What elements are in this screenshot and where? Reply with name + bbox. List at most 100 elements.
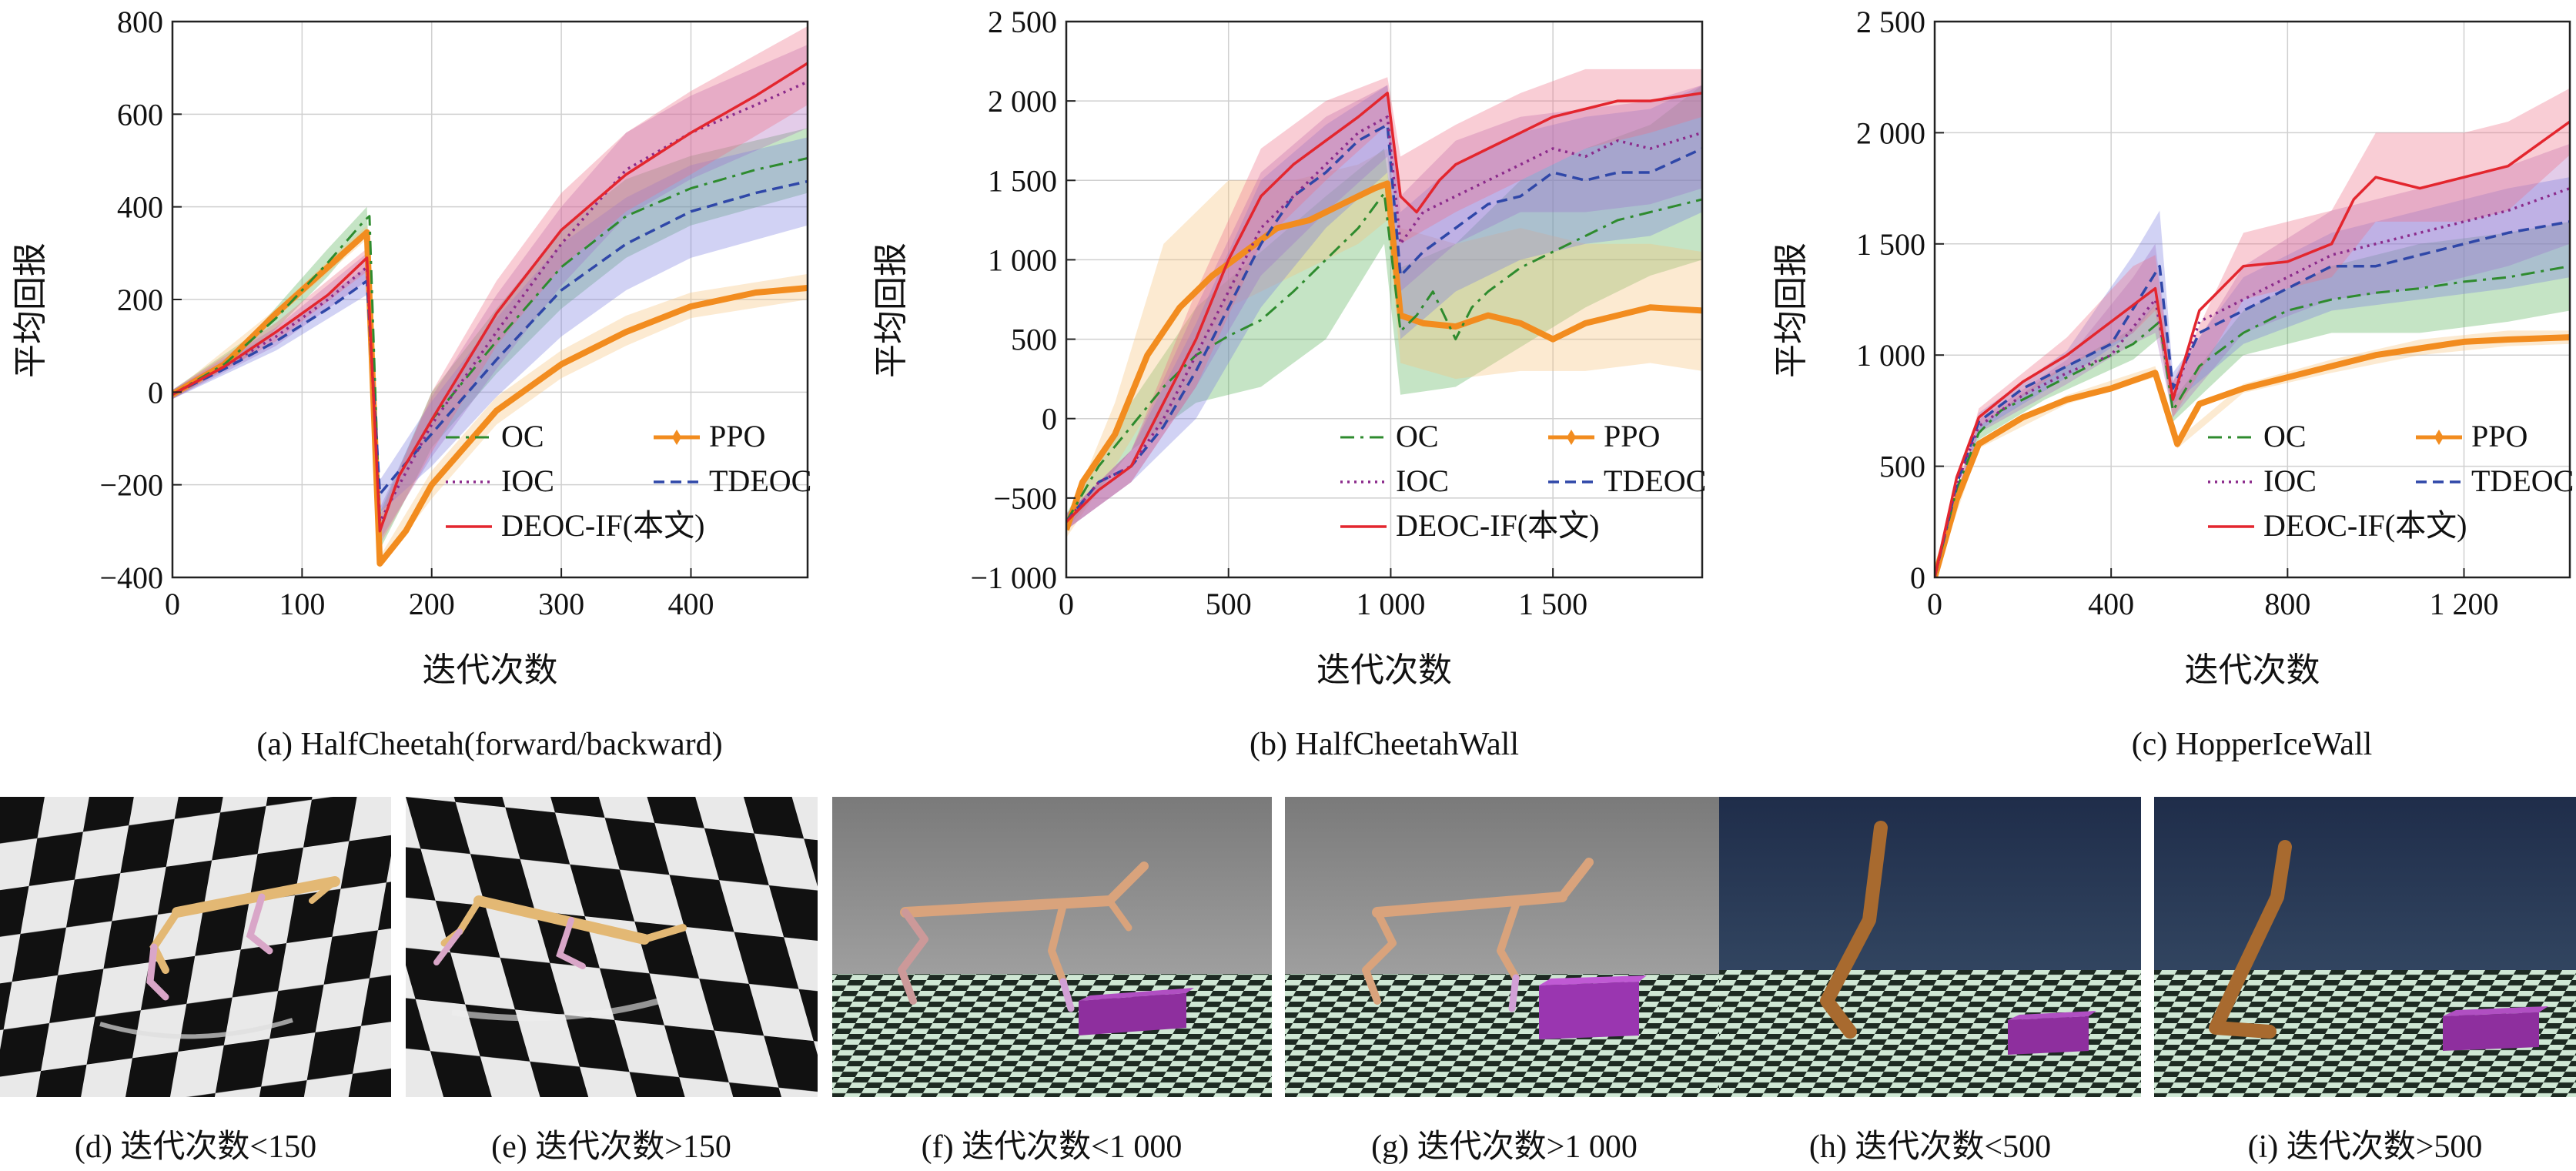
scene-d-halfcheetah-early bbox=[0, 797, 391, 1097]
y-tick-label: 2 000 bbox=[988, 84, 1057, 119]
panel-caption: (b) HalfCheetahWall bbox=[1250, 727, 1519, 762]
chart-panels: 0 100 200 300 400 −400 −200 0 200 400 600 800 迭代次数 平均… bbox=[11, 5, 2574, 762]
band-tdeoc bbox=[1066, 85, 1702, 530]
y-axis-label: 平均回报 bbox=[1771, 243, 1811, 378]
band-ioc bbox=[1066, 85, 1702, 530]
panel-caption: (a) HalfCheetah(forward/backward) bbox=[256, 727, 722, 762]
y-tick-label: 0 bbox=[148, 375, 163, 410]
x-tick-label: 400 bbox=[2088, 587, 2134, 621]
x-tick-label: 400 bbox=[667, 587, 714, 621]
series-line-ppo bbox=[1935, 334, 2570, 577]
plot-area bbox=[1066, 69, 1702, 538]
y-tick-label: 1 000 bbox=[1856, 338, 1925, 373]
y-tick-label: 600 bbox=[117, 97, 163, 132]
band-deoc-if bbox=[1935, 88, 2570, 577]
series-line-tdeoc bbox=[1066, 123, 1702, 523]
band-tdeoc bbox=[1935, 177, 2570, 577]
x-tick-label: 0 bbox=[1927, 587, 1942, 621]
caption-d: (d) 迭代次数<150 bbox=[75, 1129, 316, 1165]
scene-i-hopper-late bbox=[2154, 797, 2576, 1097]
chart-c: 0 400 800 1 200 0 500 1 000 1 500 2 000 2 500 迭代次数… bbox=[1771, 5, 2574, 762]
x-tick-label: 800 bbox=[2264, 587, 2310, 621]
chart-b: 0 500 1 000 1 500 −1 000 −500 0 500 1 000 1 500 2 … bbox=[871, 5, 1706, 762]
x-axis-label: 迭代次数 bbox=[423, 651, 558, 690]
series-line-deoc-if bbox=[1066, 92, 1702, 524]
legend-label-tdeoc: TDEOC bbox=[1604, 463, 1706, 498]
series-line-deoc-if bbox=[1935, 120, 2570, 577]
scene-f-halfcheetahwall-early bbox=[832, 797, 1272, 1097]
scene-h-hopper-early bbox=[1719, 797, 2141, 1097]
legend-marker-ppo bbox=[1567, 430, 1576, 445]
legend-label-oc: OC bbox=[501, 419, 544, 453]
y-tick-label: 0 bbox=[1910, 560, 1925, 595]
legend-label-tdeoc: TDEOC bbox=[709, 463, 811, 498]
y-tick-label: 1 500 bbox=[1856, 227, 1925, 262]
y-axis-label: 平均回报 bbox=[11, 243, 50, 378]
plot-frame bbox=[1065, 20, 1704, 579]
y-tick-label: −1 000 bbox=[970, 560, 1057, 595]
x-tick-label: 1 200 bbox=[2430, 587, 2499, 621]
y-tick-label: 400 bbox=[117, 190, 163, 225]
scene-captions: (d) 迭代次数<150 (e) 迭代次数>150 (f) 迭代次数<1 000… bbox=[75, 1129, 2483, 1165]
series-line-deoc-if bbox=[172, 62, 808, 533]
series-line-ioc bbox=[1935, 186, 2570, 577]
legend-marker-ppo bbox=[672, 430, 681, 445]
band-oc bbox=[1935, 221, 2570, 577]
legend-label-ppo: PPO bbox=[709, 419, 765, 453]
y-tick-label: 1 500 bbox=[988, 163, 1057, 198]
y-tick-label: 0 bbox=[1042, 402, 1057, 437]
x-tick-label: 0 bbox=[165, 587, 180, 621]
x-tick-label: 100 bbox=[279, 587, 325, 621]
x-axis-label: 迭代次数 bbox=[1316, 651, 1452, 690]
legend-label-deoc-if: DEOC-IF(本文) bbox=[1396, 508, 1599, 543]
x-tick-label: 1 000 bbox=[1356, 587, 1425, 621]
legend-label-ppo: PPO bbox=[2471, 419, 2527, 453]
y-tick-label: −200 bbox=[99, 468, 163, 503]
legend-label-oc: OC bbox=[2263, 419, 2307, 453]
band-deoc-if bbox=[172, 26, 808, 545]
series-line-ppo bbox=[1066, 180, 1702, 531]
x-tick-label: 200 bbox=[409, 587, 455, 621]
x-tick-label: 1 500 bbox=[1518, 587, 1587, 621]
chart-a: 0 100 200 300 400 −400 −200 0 200 400 600 800 迭代次数 平均… bbox=[11, 5, 811, 762]
y-tick-label: 800 bbox=[117, 5, 163, 39]
x-tick-label: 500 bbox=[1206, 587, 1252, 621]
y-tick-label: 200 bbox=[117, 283, 163, 317]
band-oc bbox=[1066, 85, 1702, 530]
caption-f: (f) 迭代次数<1 000 bbox=[922, 1129, 1183, 1165]
series-line-oc bbox=[1935, 265, 2570, 577]
series-line-tdeoc bbox=[172, 179, 808, 496]
y-tick-label: 2 000 bbox=[1856, 115, 1925, 150]
legend-label-ioc: IOC bbox=[1396, 463, 1449, 498]
panel-caption: (c) HopperIceWall bbox=[2132, 727, 2373, 762]
y-tick-label: 500 bbox=[1879, 450, 1925, 484]
legend-label-oc: OC bbox=[1396, 419, 1439, 453]
caption-e: (e) 迭代次数>150 bbox=[491, 1129, 731, 1165]
legend-marker-ppo bbox=[2434, 430, 2444, 445]
band-ppo bbox=[1066, 149, 1702, 538]
y-tick-label: −400 bbox=[99, 560, 163, 595]
plot-area bbox=[172, 26, 808, 568]
series-line-ppo bbox=[172, 229, 808, 567]
legend-label-deoc-if: DEOC-IF(本文) bbox=[2263, 508, 2467, 543]
caption-h: (h) 迭代次数<500 bbox=[1809, 1129, 2051, 1165]
caption-i: (i) 迭代次数>500 bbox=[2248, 1129, 2483, 1165]
x-axis-label: 迭代次数 bbox=[2185, 651, 2320, 690]
band-ppo bbox=[172, 225, 808, 568]
y-tick-label: 1 000 bbox=[988, 243, 1057, 277]
series-line-oc bbox=[1066, 192, 1702, 523]
scene-g-halfcheetahwall-late bbox=[1285, 797, 1725, 1097]
plot-frame bbox=[1933, 20, 2571, 579]
y-tick-label: 2 500 bbox=[1856, 5, 1925, 39]
series-line-oc bbox=[172, 157, 808, 533]
y-axis-label: 平均回报 bbox=[871, 243, 911, 378]
x-tick-label: 0 bbox=[1059, 587, 1074, 621]
scene-e-halfcheetah-late bbox=[406, 797, 818, 1097]
x-tick-label: 300 bbox=[538, 587, 584, 621]
series-line-ioc bbox=[1066, 115, 1702, 523]
y-tick-label: 500 bbox=[1011, 323, 1057, 357]
legend-label-ioc: IOC bbox=[501, 463, 554, 498]
